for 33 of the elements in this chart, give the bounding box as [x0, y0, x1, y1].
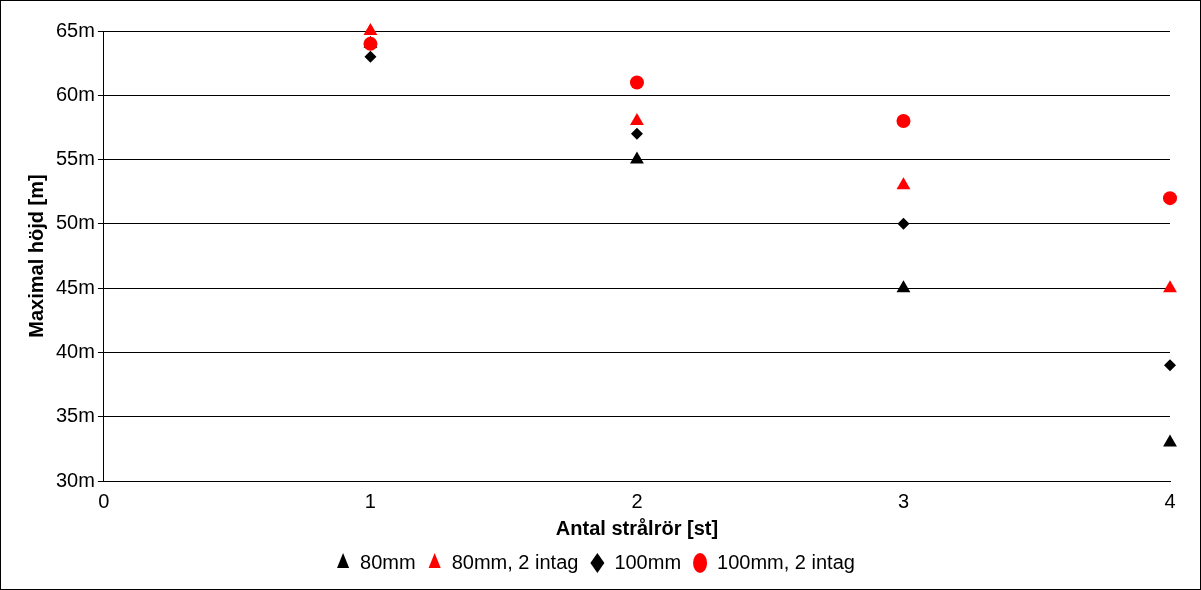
legend-label: 80mm, 2 intag	[451, 550, 579, 573]
x-tick-label: 2	[631, 489, 643, 512]
x-tick-label: 3	[897, 489, 910, 512]
y-tick-label: 35m	[56, 404, 95, 427]
x-tick-label: 0	[98, 489, 110, 512]
x-tick-label: 1	[364, 489, 376, 512]
x-tick-label: 4	[1164, 489, 1176, 512]
y-tick-label: 65m	[56, 18, 95, 41]
point	[1163, 434, 1177, 447]
point	[896, 177, 911, 190]
x-axis-title: Antal strålrör [st]	[555, 516, 719, 539]
legend-label: 100mm, 2 intag	[717, 550, 855, 573]
point	[896, 114, 911, 128]
point	[630, 127, 643, 140]
y-tick-label: 40m	[56, 339, 95, 362]
point	[630, 151, 644, 164]
point	[896, 280, 911, 293]
point	[897, 217, 910, 230]
y-tick-label: 50m	[56, 211, 95, 234]
point	[364, 50, 377, 63]
y-tick-label: 55m	[56, 147, 95, 170]
point	[1163, 280, 1177, 293]
y-tick-label: 45m	[56, 275, 95, 298]
legend-label: 80mm	[360, 550, 416, 573]
y-axis-title: Maximal höjd [m]	[24, 174, 47, 338]
point	[1163, 191, 1177, 206]
point	[630, 113, 644, 125]
legend-label: 100mm	[614, 550, 682, 573]
y-tick-label: 60m	[56, 82, 95, 105]
point	[363, 23, 378, 35]
point	[629, 75, 644, 90]
point	[1164, 359, 1176, 372]
y-tick-label: 30m	[56, 468, 95, 491]
